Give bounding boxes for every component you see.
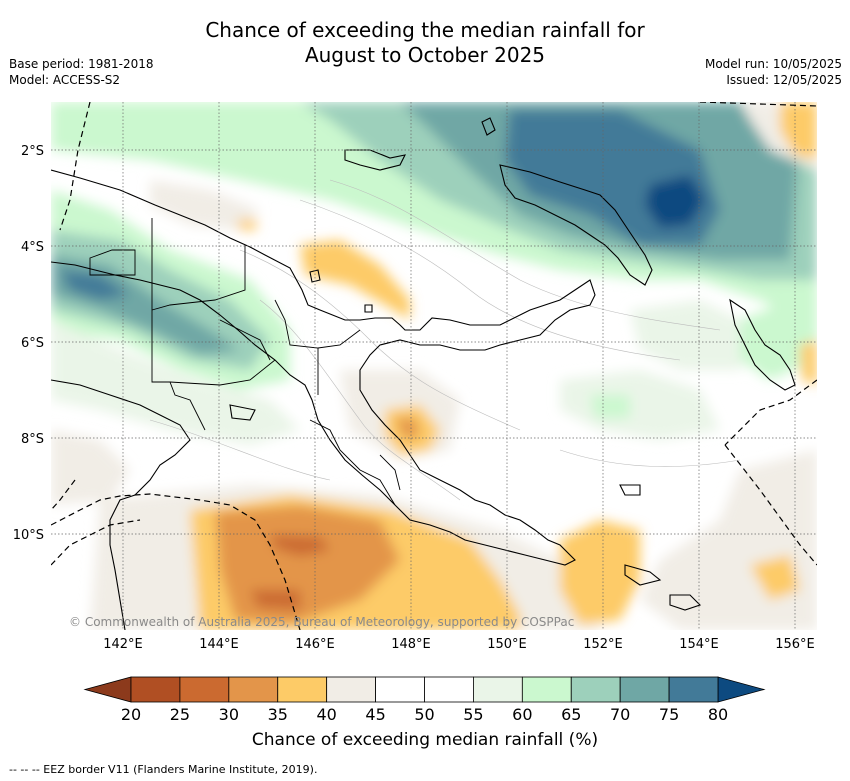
colorbar-swatch	[619, 676, 670, 703]
colorbar-tick-label: 30	[219, 705, 239, 724]
model-run-text: Model run: 10/05/2025	[704, 57, 842, 71]
colorbar-tick-label: 75	[659, 705, 679, 724]
title-line-2: August to October 2025	[304, 43, 546, 67]
meta-right: Model run: 10/05/2025 Issued: 12/05/2025	[705, 56, 842, 88]
colorbar-tick-label: 55	[463, 705, 483, 724]
lon-label: 146°E	[295, 637, 335, 652]
lon-label: 144°E	[199, 637, 239, 652]
colorbar-swatch	[326, 676, 376, 703]
meta-left: Base period: 1981-2018 Model: ACCESS-S2	[9, 56, 154, 88]
latitude-labels: 2°S 4°S 6°S 8°S 10°S	[13, 144, 44, 543]
colorbar-swatch	[570, 676, 621, 703]
colorbar-swatch	[375, 676, 425, 703]
colorbar-swatch	[277, 676, 328, 703]
lat-label: 2°S	[21, 144, 44, 159]
colorbar-tick-label: 35	[268, 705, 288, 724]
coastlines	[51, 117, 796, 630]
lon-label: 154°E	[679, 637, 719, 652]
issued-text: Issued: 12/05/2025	[726, 73, 842, 87]
lon-label: 156°E	[775, 637, 815, 652]
colorbar-swatch	[130, 676, 181, 703]
model-text: Model: ACCESS-S2	[9, 73, 121, 87]
lat-label: 6°S	[21, 336, 44, 351]
graticule	[51, 102, 817, 630]
colorbar-swatch	[521, 676, 572, 703]
longitude-labels: 142°E 144°E 146°E 148°E 150°E 152°E 154°…	[103, 637, 815, 652]
colorbar-title: Chance of exceeding median rainfall (%)	[251, 730, 599, 750]
lat-label: 10°S	[13, 528, 44, 543]
lon-label: 148°E	[391, 637, 431, 652]
base-period-text: Base period: 1981-2018	[9, 57, 154, 71]
colorbar: 20 25 30 35 40 45 50 55 60 65 70 75 80	[83, 676, 766, 724]
copyright-text: © Commonwealth of Australia 2025, Bureau…	[69, 615, 574, 629]
lon-label: 150°E	[487, 637, 527, 652]
province-borders	[89, 218, 401, 506]
contour-lines	[149, 179, 741, 501]
probability-fill	[51, 102, 817, 630]
colorbar-tick-label: 70	[610, 705, 630, 724]
eez-legend-note: -- -- -- EEZ border V11 (Flanders Marine…	[9, 763, 318, 776]
map-area: © Commonwealth of Australia 2025, Bureau…	[51, 102, 817, 630]
title-line-1: Chance of exceeding the median rainfall …	[205, 18, 645, 42]
colorbar-tick-label: 50	[414, 705, 434, 724]
colorbar-swatch	[668, 676, 719, 703]
lon-label: 142°E	[103, 637, 143, 652]
colorbar-tick-label: 45	[365, 705, 385, 724]
map-title: Chance of exceeding the median rainfall …	[0, 18, 850, 68]
colorbar-tick-label: 25	[170, 705, 190, 724]
colorbar-swatch	[228, 676, 279, 703]
colorbar-tick-label: 20	[121, 705, 141, 724]
colorbar-swatch	[473, 676, 523, 703]
eez-borders	[51, 102, 817, 630]
colorbar-tick-label: 40	[316, 705, 336, 724]
colorbar-low-extension	[83, 676, 132, 703]
lat-label: 4°S	[21, 240, 44, 255]
colorbar-tick-label: 80	[708, 705, 728, 724]
colorbar-swatch	[424, 676, 474, 703]
colorbar-tick-label: 60	[512, 705, 532, 724]
colorbar-tick-label: 65	[561, 705, 581, 724]
colorbar-swatch	[179, 676, 230, 703]
colorbar-high-extension	[717, 676, 766, 703]
lat-label: 8°S	[21, 432, 44, 447]
lon-label: 152°E	[583, 637, 623, 652]
